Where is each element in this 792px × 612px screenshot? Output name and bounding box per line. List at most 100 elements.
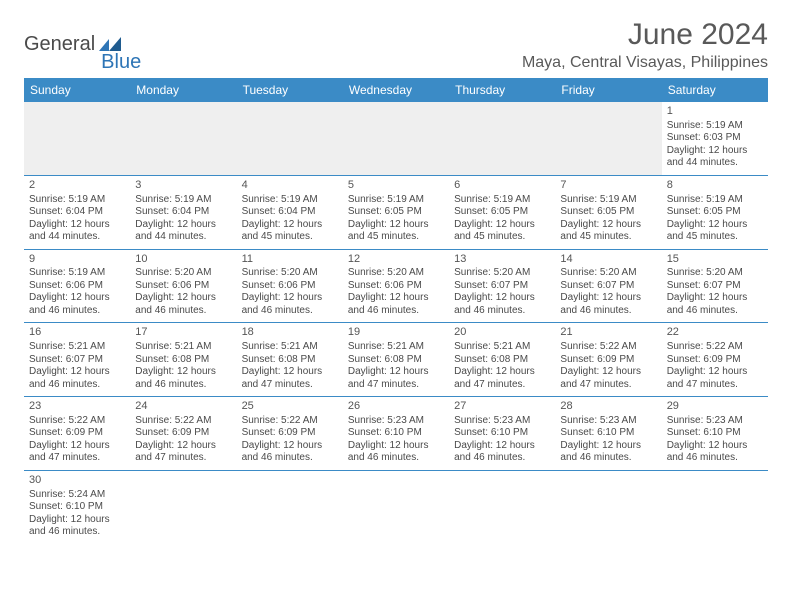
sunrise-line: Sunrise: 5:23 AM — [560, 415, 656, 428]
day-cell: 11Sunrise: 5:20 AMSunset: 6:06 PMDayligh… — [237, 250, 343, 323]
sunset-line: Sunset: 6:07 PM — [454, 280, 550, 293]
day-cell: 19Sunrise: 5:21 AMSunset: 6:08 PMDayligh… — [343, 323, 449, 396]
daylight-line: Daylight: 12 hours and 46 minutes. — [667, 292, 763, 317]
sunrise-line: Sunrise: 5:21 AM — [348, 341, 444, 354]
daylight-line: Daylight: 12 hours and 47 minutes. — [135, 440, 231, 465]
daylight-line: Daylight: 12 hours and 46 minutes. — [135, 292, 231, 317]
day-number: 23 — [29, 400, 125, 414]
day-number: 25 — [242, 400, 338, 414]
day-cell: 18Sunrise: 5:21 AMSunset: 6:08 PMDayligh… — [237, 323, 343, 396]
sunrise-line: Sunrise: 5:19 AM — [454, 194, 550, 207]
sunrise-line: Sunrise: 5:22 AM — [135, 415, 231, 428]
daylight-line: Daylight: 12 hours and 47 minutes. — [454, 366, 550, 391]
daylight-line: Daylight: 12 hours and 46 minutes. — [348, 440, 444, 465]
day-cell: 6Sunrise: 5:19 AMSunset: 6:05 PMDaylight… — [449, 176, 555, 249]
sunset-line: Sunset: 6:06 PM — [135, 280, 231, 293]
daylight-line: Daylight: 12 hours and 46 minutes. — [242, 440, 338, 465]
day-cell: 23Sunrise: 5:22 AMSunset: 6:09 PMDayligh… — [24, 397, 130, 470]
sunset-line: Sunset: 6:10 PM — [29, 501, 125, 514]
sunrise-line: Sunrise: 5:20 AM — [667, 267, 763, 280]
sunset-line: Sunset: 6:10 PM — [454, 427, 550, 440]
daylight-line: Daylight: 12 hours and 46 minutes. — [242, 292, 338, 317]
day-cell: 13Sunrise: 5:20 AMSunset: 6:07 PMDayligh… — [449, 250, 555, 323]
day-header: Wednesday — [343, 78, 449, 102]
sunset-line: Sunset: 6:05 PM — [454, 206, 550, 219]
day-cell: 4Sunrise: 5:19 AMSunset: 6:04 PMDaylight… — [237, 176, 343, 249]
daylight-line: Daylight: 12 hours and 46 minutes. — [560, 440, 656, 465]
day-number: 27 — [454, 400, 550, 414]
week-row: 9Sunrise: 5:19 AMSunset: 6:06 PMDaylight… — [24, 250, 768, 324]
day-cell: 12Sunrise: 5:20 AMSunset: 6:06 PMDayligh… — [343, 250, 449, 323]
sunrise-line: Sunrise: 5:20 AM — [348, 267, 444, 280]
day-number: 12 — [348, 253, 444, 267]
sunrise-line: Sunrise: 5:22 AM — [560, 341, 656, 354]
sunrise-line: Sunrise: 5:23 AM — [667, 415, 763, 428]
week-row: 30Sunrise: 5:24 AMSunset: 6:10 PMDayligh… — [24, 471, 768, 544]
sunset-line: Sunset: 6:05 PM — [348, 206, 444, 219]
sunrise-line: Sunrise: 5:19 AM — [29, 194, 125, 207]
sunset-line: Sunset: 6:07 PM — [560, 280, 656, 293]
day-cell: 1Sunrise: 5:19 AMSunset: 6:03 PMDaylight… — [662, 102, 768, 175]
daylight-line: Daylight: 12 hours and 46 minutes. — [454, 440, 550, 465]
day-cell — [24, 102, 130, 175]
sunrise-line: Sunrise: 5:19 AM — [667, 194, 763, 207]
sunrise-line: Sunrise: 5:19 AM — [242, 194, 338, 207]
sunrise-line: Sunrise: 5:21 AM — [29, 341, 125, 354]
location: Maya, Central Visayas, Philippines — [522, 54, 768, 72]
day-cell — [343, 102, 449, 175]
day-cell: 5Sunrise: 5:19 AMSunset: 6:05 PMDaylight… — [343, 176, 449, 249]
sunset-line: Sunset: 6:10 PM — [348, 427, 444, 440]
day-header: Monday — [130, 78, 236, 102]
sunrise-line: Sunrise: 5:19 AM — [29, 267, 125, 280]
day-number: 13 — [454, 253, 550, 267]
day-cell — [343, 471, 449, 544]
sunrise-line: Sunrise: 5:21 AM — [454, 341, 550, 354]
sunrise-line: Sunrise: 5:22 AM — [29, 415, 125, 428]
day-cell: 22Sunrise: 5:22 AMSunset: 6:09 PMDayligh… — [662, 323, 768, 396]
day-cell: 20Sunrise: 5:21 AMSunset: 6:08 PMDayligh… — [449, 323, 555, 396]
sunrise-line: Sunrise: 5:21 AM — [135, 341, 231, 354]
daylight-line: Daylight: 12 hours and 45 minutes. — [560, 219, 656, 244]
day-number: 15 — [667, 253, 763, 267]
day-cell: 7Sunrise: 5:19 AMSunset: 6:05 PMDaylight… — [555, 176, 661, 249]
daylight-line: Daylight: 12 hours and 44 minutes. — [29, 219, 125, 244]
daylight-line: Daylight: 12 hours and 47 minutes. — [242, 366, 338, 391]
day-cell — [662, 471, 768, 544]
month-title: June 2024 — [522, 18, 768, 52]
day-cell: 16Sunrise: 5:21 AMSunset: 6:07 PMDayligh… — [24, 323, 130, 396]
sunset-line: Sunset: 6:09 PM — [560, 354, 656, 367]
sunrise-line: Sunrise: 5:21 AM — [242, 341, 338, 354]
day-number: 22 — [667, 326, 763, 340]
day-number: 29 — [667, 400, 763, 414]
header: General Blue June 2024 Maya, Central Vis… — [24, 18, 768, 72]
sunset-line: Sunset: 6:08 PM — [348, 354, 444, 367]
sunset-line: Sunset: 6:08 PM — [135, 354, 231, 367]
day-number: 24 — [135, 400, 231, 414]
daylight-line: Daylight: 12 hours and 45 minutes. — [242, 219, 338, 244]
logo: General Blue — [24, 24, 141, 65]
calendar-page: General Blue June 2024 Maya, Central Vis… — [0, 0, 792, 562]
day-cell — [237, 471, 343, 544]
daylight-line: Daylight: 12 hours and 47 minutes. — [348, 366, 444, 391]
logo-flag-icon — [99, 37, 121, 51]
sunset-line: Sunset: 6:05 PM — [667, 206, 763, 219]
day-number: 1 — [667, 105, 763, 119]
day-number: 10 — [135, 253, 231, 267]
day-number: 8 — [667, 179, 763, 193]
sunset-line: Sunset: 6:09 PM — [135, 427, 231, 440]
daylight-line: Daylight: 12 hours and 47 minutes. — [667, 366, 763, 391]
day-number: 7 — [560, 179, 656, 193]
day-number: 2 — [29, 179, 125, 193]
sunset-line: Sunset: 6:09 PM — [667, 354, 763, 367]
daylight-line: Daylight: 12 hours and 46 minutes. — [560, 292, 656, 317]
day-header: Saturday — [662, 78, 768, 102]
sunrise-line: Sunrise: 5:22 AM — [242, 415, 338, 428]
sunrise-line: Sunrise: 5:20 AM — [242, 267, 338, 280]
day-number: 14 — [560, 253, 656, 267]
sunset-line: Sunset: 6:03 PM — [667, 132, 763, 145]
day-number: 30 — [29, 474, 125, 488]
day-number: 9 — [29, 253, 125, 267]
daylight-line: Daylight: 12 hours and 44 minutes. — [135, 219, 231, 244]
day-number: 16 — [29, 326, 125, 340]
day-cell: 28Sunrise: 5:23 AMSunset: 6:10 PMDayligh… — [555, 397, 661, 470]
